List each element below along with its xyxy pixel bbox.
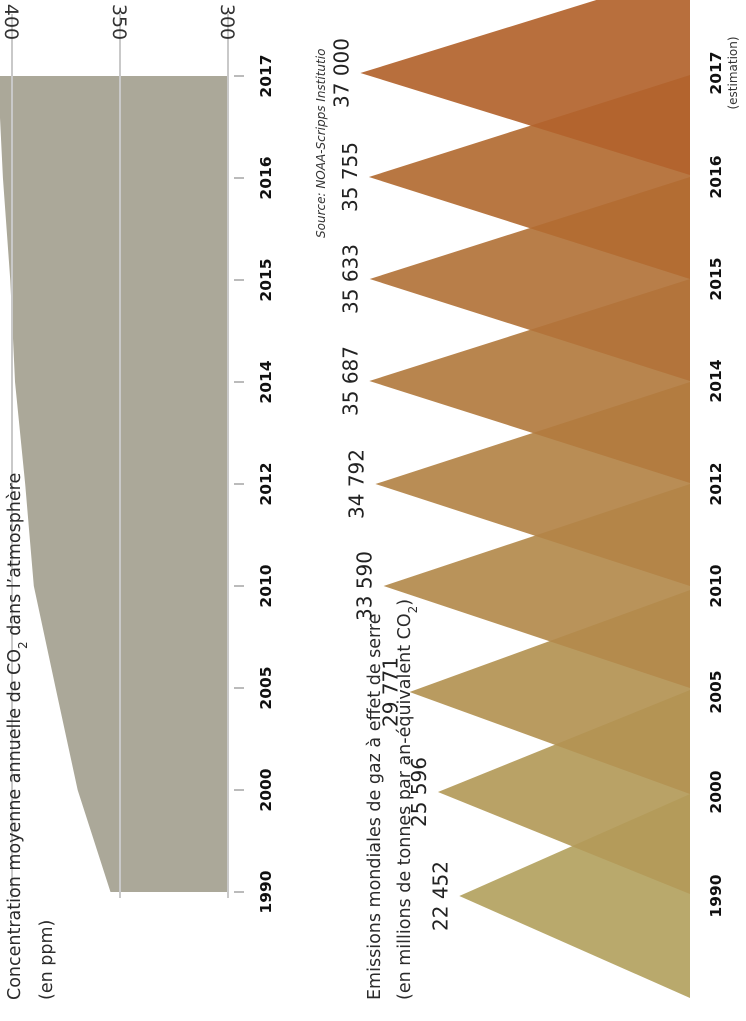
ghg-emission-marks — [360, 0, 746, 1021]
co2-year-label: 2012 — [257, 462, 275, 505]
ghg-year-note: (estimation) — [726, 36, 740, 109]
ghg-year-label: 2000 — [707, 770, 725, 813]
co2-tick-label: 350 — [108, 4, 130, 40]
ghg-chart-title: Emissions mondiales de gaz à effet de se… — [365, 614, 385, 1001]
co2-year-label: 2016 — [257, 156, 275, 199]
ghg-value-label: 35 687 — [338, 346, 362, 416]
ghg-right-margin — [690, 0, 746, 1021]
ghg-chart-unit: (en millions de tonnes par an-équivalent… — [395, 599, 420, 1000]
co2-year-label: 2015 — [257, 258, 275, 301]
ghg-triangle-2017 — [360, 0, 690, 175]
ghg-year-label: 2015 — [707, 257, 725, 300]
co2-chart-unit: (en ppm) — [37, 920, 57, 1000]
co2-chart-title: Concentration moyenne annuelle de CO2 da… — [5, 473, 30, 1000]
ghg-value-label: 34 792 — [344, 449, 368, 519]
co2-tick-label: 400 — [0, 4, 22, 40]
ghg-year-label: 2014 — [707, 359, 725, 402]
ghg-year-label: 2016 — [707, 155, 725, 198]
ghg-year-label: 2012 — [707, 462, 725, 505]
ghg-value-label: 22 452 — [428, 861, 452, 931]
ghg-value-labels: 22 452 25 596 29 771 33 590 34 792 35 687 35 6… — [329, 38, 452, 931]
ghg-value-label: 37 000 — [329, 38, 353, 108]
ghg-value-label: 29 771 — [379, 657, 403, 727]
co2-year-labels: 1990 2000 2005 2010 2012 2014 2015 2016 2017 — [257, 54, 275, 913]
co2-year-label: 2000 — [257, 768, 275, 811]
ghg-value-label: 25 596 — [407, 757, 431, 827]
co2-tick-label: 300 — [216, 4, 238, 40]
ghg-year-label: 2010 — [707, 564, 725, 607]
co2-year-label: 2014 — [257, 360, 275, 403]
co2-year-label: 2010 — [257, 564, 275, 607]
co2-year-label: 1990 — [257, 870, 275, 913]
co2-concentration-area — [0, 76, 228, 892]
ghg-year-labels: 1990 2000 2005 2010 2012 2014 2015 2016 2017 (est… — [707, 36, 740, 917]
co2-year-label: 2017 — [257, 54, 275, 97]
ghg-value-label: 33 590 — [353, 551, 377, 621]
ghg-year-label: 2017 — [707, 51, 725, 94]
co2-source-note: Source: NOAA-Scripps Institutio — [314, 49, 328, 238]
ghg-year-label: 1990 — [707, 874, 725, 917]
ghg-value-label: 35 755 — [338, 142, 362, 212]
co2-gridlines — [11, 14, 244, 898]
ghg-value-label: 35 633 — [339, 244, 363, 314]
co2-value-tick-labels: 400 350 300 — [0, 4, 238, 40]
ghg-year-label: 2005 — [707, 670, 725, 713]
co2-year-label: 2005 — [257, 666, 275, 709]
